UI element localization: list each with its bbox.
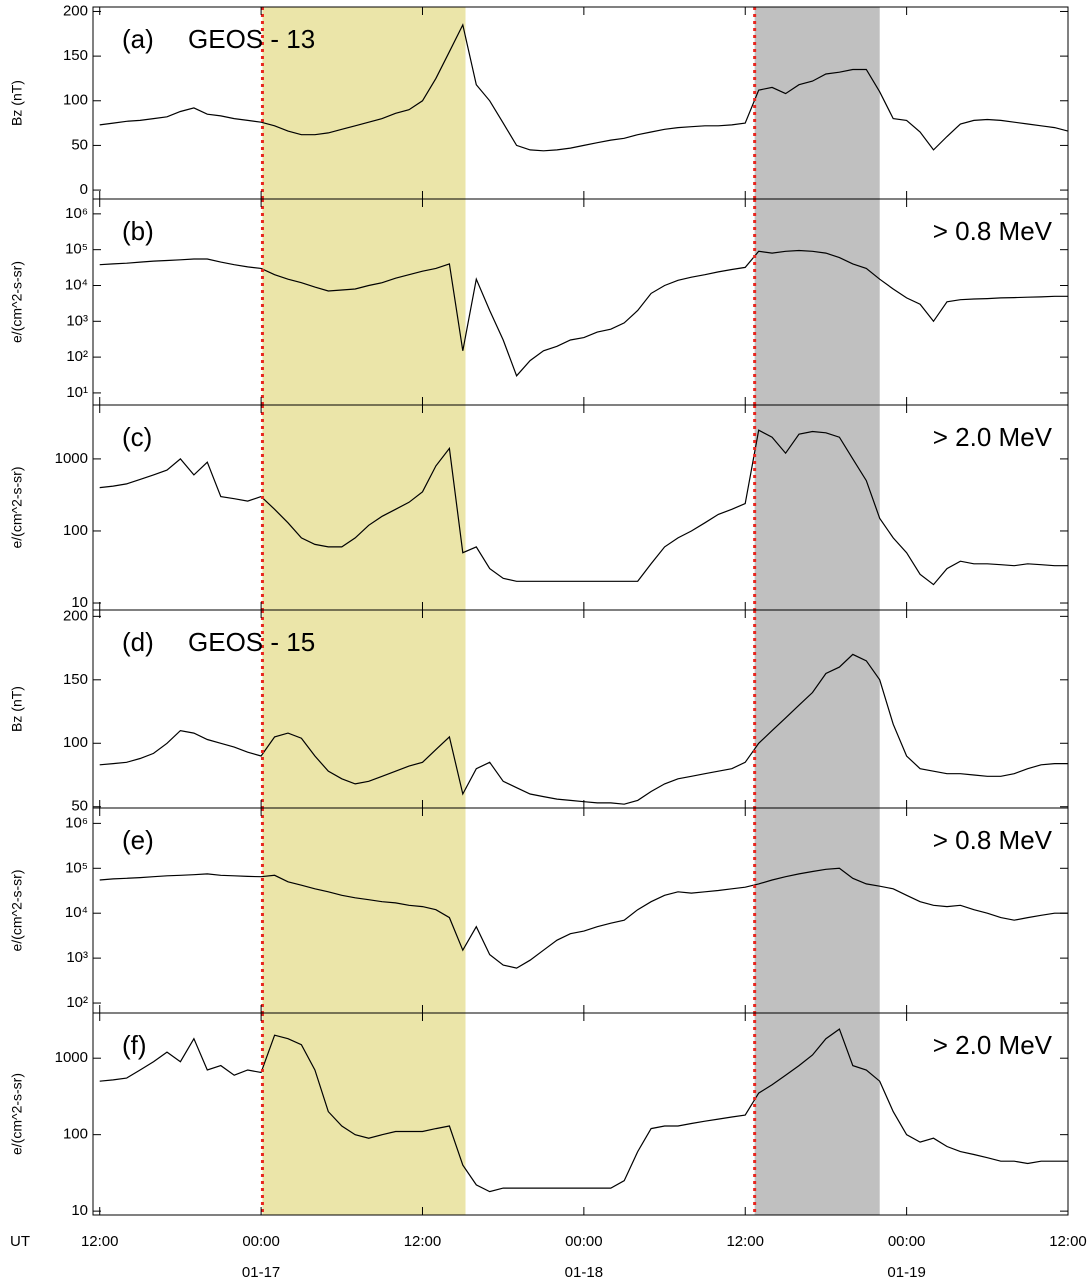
shaded-interval (754, 610, 880, 808)
y-axis-label: e/(cm^2-s-sr) (9, 261, 25, 343)
y-tick-label: 100 (63, 92, 88, 109)
x-tick-label: 00:00 (888, 1233, 926, 1250)
x-tick-label: 12:00 (404, 1233, 442, 1250)
data-line (99, 1028, 1068, 1193)
panel-label: (f) (122, 1030, 147, 1060)
panel-title: GEOS - 15 (188, 627, 315, 657)
panel-title: GEOS - 13 (188, 24, 315, 54)
y-tick-label: 1000 (55, 1049, 88, 1066)
y-tick-label: 50 (71, 798, 88, 815)
frame (92, 404, 1069, 611)
y-tick-label: 200 (63, 607, 88, 624)
x-tick-label: 12:00 (726, 1233, 764, 1250)
panel (99, 610, 1068, 808)
energy-label: > 2.0 MeV (933, 422, 1053, 452)
shaded-interval (754, 1013, 880, 1215)
y-tick-label: 10⁶ (65, 205, 88, 222)
shaded-interval (754, 199, 880, 405)
y-tick-label: 10¹ (66, 384, 88, 401)
data-line (99, 867, 1068, 969)
y-tick-label: 100 (63, 1126, 88, 1143)
y-tick-label: 100 (63, 522, 88, 539)
frame (92, 198, 1069, 406)
y-tick-label: 10⁴ (65, 276, 88, 293)
shaded-interval (754, 7, 880, 199)
y-tick-label: 10² (66, 348, 88, 365)
y-tick-label: 10⁵ (65, 859, 88, 876)
data-line (99, 23, 1068, 152)
shaded-interval (262, 808, 466, 1013)
shaded-interval (262, 405, 466, 610)
y-tick-label: 1000 (55, 450, 88, 467)
panel (99, 199, 1068, 405)
panel-label: (e) (122, 825, 154, 855)
y-axis-label: e/(cm^2-s-sr) (9, 466, 25, 548)
y-tick-label: 200 (63, 2, 88, 19)
y-tick-label: 0 (80, 181, 88, 198)
data-line (99, 653, 1068, 805)
y-tick-label: 150 (63, 47, 88, 64)
x-tick-date: 01-19 (887, 1264, 925, 1277)
panel-label: (c) (122, 422, 152, 452)
x-tick-label: 12:00 (81, 1233, 119, 1250)
x-tick-date: 01-17 (242, 1264, 280, 1277)
shaded-interval (754, 808, 880, 1013)
y-tick-label: 10³ (66, 949, 88, 966)
shaded-interval (262, 1013, 466, 1215)
y-tick-label: 50 (71, 136, 88, 153)
y-axis-label: Bz (nT) (9, 686, 25, 732)
y-tick-label: 10 (71, 1202, 88, 1219)
y-tick-label: 10⁵ (65, 241, 88, 258)
y-axis-label: e/(cm^2-s-sr) (9, 869, 25, 951)
panel (99, 7, 1068, 199)
x-axis-label: UT (10, 1233, 30, 1250)
y-tick-label: 10 (71, 594, 88, 611)
y-axis-label: Bz (nT) (9, 80, 25, 126)
x-tick-label: 00:00 (565, 1233, 603, 1250)
y-tick-label: 10⁶ (65, 814, 88, 831)
frame (92, 1012, 1069, 1216)
frame (92, 807, 1069, 1014)
y-tick-label: 10³ (66, 312, 88, 329)
x-tick-date: 01-18 (565, 1264, 603, 1277)
data-line (99, 429, 1068, 586)
shaded-interval (262, 199, 466, 405)
energy-label: > 2.0 MeV (933, 1030, 1053, 1060)
y-tick-label: 10² (66, 994, 88, 1011)
data-line (99, 249, 1068, 377)
panel-label: (a) (122, 24, 154, 54)
panel (99, 1013, 1068, 1215)
y-tick-label: 100 (63, 734, 88, 751)
panel-label: (d) (122, 627, 154, 657)
y-tick-label: 10⁴ (65, 904, 88, 921)
x-tick-label: 00:00 (242, 1233, 280, 1250)
x-tick-label: 12:00 (1049, 1233, 1087, 1250)
panel (99, 405, 1068, 610)
y-tick-label: 150 (63, 671, 88, 688)
shaded-interval (262, 610, 466, 808)
shaded-interval (262, 7, 466, 199)
panel-label: (b) (122, 216, 154, 246)
panel (99, 808, 1068, 1013)
shaded-interval (754, 405, 880, 610)
energy-label: > 0.8 MeV (933, 216, 1053, 246)
y-axis-label: e/(cm^2-s-sr) (9, 1073, 25, 1155)
energy-label: > 0.8 MeV (933, 825, 1053, 855)
